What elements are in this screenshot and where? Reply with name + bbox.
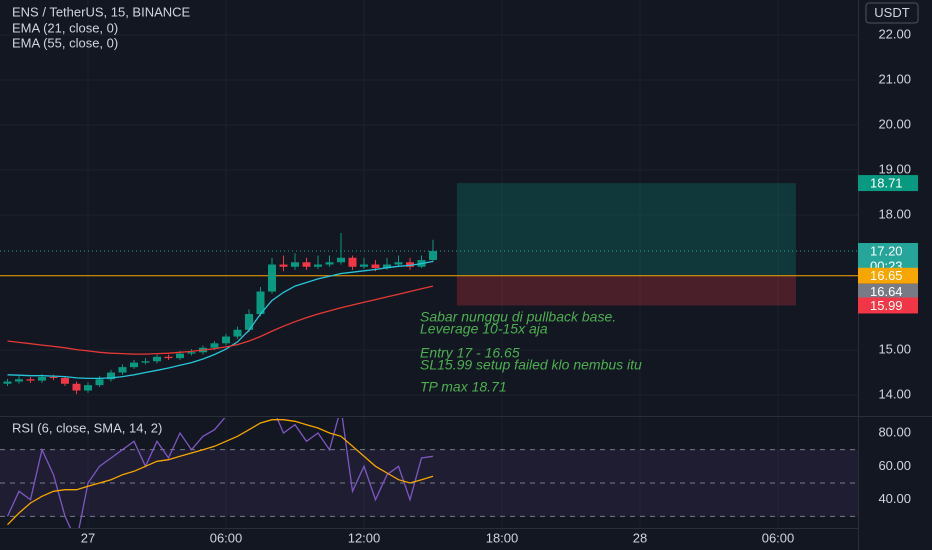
ema-line xyxy=(7,260,434,380)
candle-body xyxy=(106,372,115,380)
rsi-tick-label: 80.00 xyxy=(878,424,911,439)
candle-body xyxy=(14,379,23,382)
candle-body xyxy=(394,262,403,265)
rsi-title: RSI (6, close, SMA, 14, 2) xyxy=(12,420,162,435)
indicator-label: EMA (21, close, 0) xyxy=(12,20,118,35)
price-label: 18.71 xyxy=(870,176,903,191)
x-tick-label: 12:00 xyxy=(348,530,381,545)
y-tick-label: 14.00 xyxy=(878,386,911,401)
axes: 27 06:00 12:00 18:00 28 06:00 14.00 15.00 18.00 1… xyxy=(81,26,911,545)
price-label-box xyxy=(858,175,918,192)
rsi-line xyxy=(6,418,434,528)
candle-body xyxy=(60,377,69,384)
candle-body xyxy=(233,329,242,337)
candle-body xyxy=(83,385,92,391)
candle-body xyxy=(314,264,323,267)
candle-body xyxy=(141,361,150,363)
x-tick-label: 28 xyxy=(633,530,647,545)
y-tick-label: 22.00 xyxy=(878,26,911,41)
y-tick-label: 18.00 xyxy=(878,206,911,221)
candle-body xyxy=(129,362,138,368)
annotation-text: SL15.99 setup failed klo nembus itu xyxy=(420,357,642,373)
rsi-tick-label: 60.00 xyxy=(878,458,911,473)
rsi-tick-label: 40.00 xyxy=(878,491,911,506)
indicator-label: EMA (55, close, 0) xyxy=(12,35,118,50)
rsi-line xyxy=(7,419,434,526)
y-tick-label: 21.00 xyxy=(878,71,911,86)
rsi-band-fill xyxy=(0,449,858,517)
candle-body xyxy=(279,264,288,267)
y-tick-label: 20.00 xyxy=(878,116,911,131)
candle-body xyxy=(291,262,300,267)
chart-title: ENS / TetherUS, 15, BINANCE xyxy=(12,4,191,19)
y-tick-label: 19.00 xyxy=(878,161,911,176)
ema-line xyxy=(7,285,434,355)
currency-box[interactable] xyxy=(865,2,919,24)
candle-body xyxy=(152,356,161,362)
candle-body xyxy=(3,381,12,384)
candle-body xyxy=(175,353,184,359)
candle-body xyxy=(268,264,277,292)
price-pane xyxy=(0,183,858,395)
candle-body xyxy=(37,377,46,381)
candle-body xyxy=(337,257,346,263)
candle-body xyxy=(26,379,35,381)
candle-body xyxy=(164,356,173,359)
candle-body xyxy=(406,262,415,267)
target-zone xyxy=(456,183,796,276)
y-tick-label: 15.00 xyxy=(878,341,911,356)
candle-body xyxy=(256,291,265,315)
x-tick-label: 06:00 xyxy=(762,530,795,545)
annotation-text: Leverage 10-15x aja xyxy=(420,321,548,337)
rsi-pane xyxy=(0,418,858,528)
price-label: 16.65 xyxy=(870,268,903,283)
price-label-box xyxy=(858,267,918,284)
candle-body xyxy=(371,264,380,269)
candle-body xyxy=(360,264,369,267)
annotation-text: TP max 18.71 xyxy=(420,379,507,395)
candle-body xyxy=(383,264,392,269)
candle-body xyxy=(302,262,311,267)
annotation-text: Entry 17 - 16.65 xyxy=(420,345,520,361)
currency: USDT xyxy=(874,5,909,20)
price-label-box xyxy=(858,297,918,314)
price-label: 15.99 xyxy=(870,298,903,313)
candle-body xyxy=(348,257,357,267)
candle-body xyxy=(325,262,334,265)
candle-body xyxy=(72,383,81,391)
x-tick-label: 27 xyxy=(81,530,95,545)
price-label: 17.20 xyxy=(870,243,903,258)
annotation-text: Sabar nunggu di pullback base. xyxy=(420,309,616,325)
x-tick-label: 06:00 xyxy=(210,530,243,545)
x-tick-label: 18:00 xyxy=(486,530,519,545)
candle-body xyxy=(187,352,196,354)
stop-zone xyxy=(456,275,796,306)
candle-body xyxy=(429,251,438,261)
candle-body xyxy=(118,367,127,373)
candle-body xyxy=(210,343,219,348)
price-label: 16.64 xyxy=(870,284,903,299)
price-label-box xyxy=(858,283,918,300)
candle-body xyxy=(95,379,104,386)
candle-body xyxy=(222,336,231,344)
candle-body xyxy=(49,377,58,379)
candle-body xyxy=(245,314,254,330)
